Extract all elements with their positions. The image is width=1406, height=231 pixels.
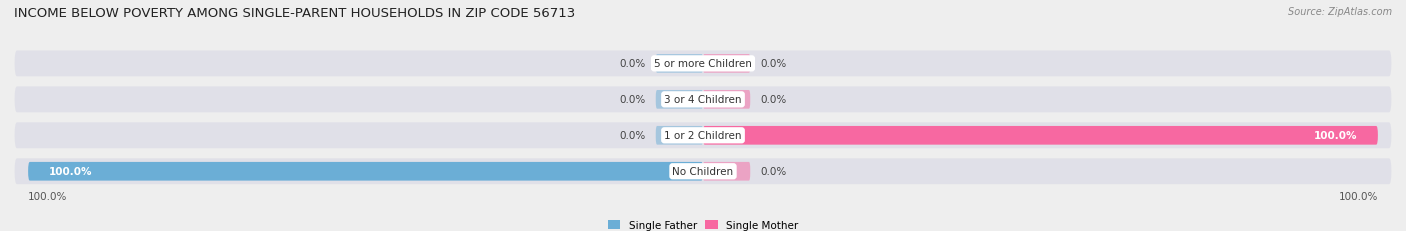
- FancyBboxPatch shape: [703, 91, 751, 109]
- FancyBboxPatch shape: [703, 162, 751, 181]
- FancyBboxPatch shape: [14, 123, 1392, 149]
- Text: 100.0%: 100.0%: [28, 191, 67, 201]
- Text: 0.0%: 0.0%: [620, 59, 645, 69]
- Text: 100.0%: 100.0%: [1315, 131, 1358, 141]
- Text: Source: ZipAtlas.com: Source: ZipAtlas.com: [1288, 7, 1392, 17]
- Text: 0.0%: 0.0%: [761, 167, 786, 176]
- FancyBboxPatch shape: [14, 159, 1392, 184]
- FancyBboxPatch shape: [655, 126, 703, 145]
- FancyBboxPatch shape: [14, 51, 1392, 77]
- FancyBboxPatch shape: [703, 126, 1378, 145]
- Text: 100.0%: 100.0%: [48, 167, 91, 176]
- FancyBboxPatch shape: [28, 162, 703, 181]
- Text: No Children: No Children: [672, 167, 734, 176]
- Text: 0.0%: 0.0%: [620, 131, 645, 141]
- Text: 0.0%: 0.0%: [761, 95, 786, 105]
- Text: 5 or more Children: 5 or more Children: [654, 59, 752, 69]
- Text: 1 or 2 Children: 1 or 2 Children: [664, 131, 742, 141]
- Text: 3 or 4 Children: 3 or 4 Children: [664, 95, 742, 105]
- Text: INCOME BELOW POVERTY AMONG SINGLE-PARENT HOUSEHOLDS IN ZIP CODE 56713: INCOME BELOW POVERTY AMONG SINGLE-PARENT…: [14, 7, 575, 20]
- FancyBboxPatch shape: [14, 87, 1392, 113]
- Legend: Single Father, Single Mother: Single Father, Single Mother: [603, 216, 803, 231]
- Text: 0.0%: 0.0%: [761, 59, 786, 69]
- FancyBboxPatch shape: [655, 91, 703, 109]
- Text: 100.0%: 100.0%: [1339, 191, 1378, 201]
- FancyBboxPatch shape: [655, 55, 703, 73]
- FancyBboxPatch shape: [703, 55, 751, 73]
- Text: 0.0%: 0.0%: [620, 95, 645, 105]
